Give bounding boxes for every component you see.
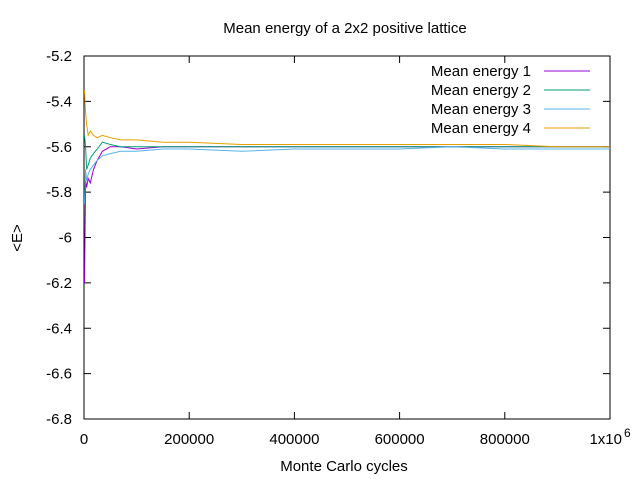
x-tick-label: 200000 <box>164 431 214 448</box>
legend: Mean energy 1 Mean energy 2 Mean energy 3 M… <box>431 63 590 137</box>
y-tick-label: -5.6 <box>46 139 72 156</box>
y-axis: -5.2 -5.4 -5.6 -5.8 -6 -6.2 -6.4 -6.6 -6.8 <box>46 48 610 428</box>
x-tick-label: 1x10 <box>589 431 622 448</box>
legend-label: Mean energy 1 <box>431 63 531 80</box>
series-line-4 <box>84 89 610 148</box>
y-tick-label: -6 <box>59 230 72 247</box>
series-line-3 <box>84 146 610 204</box>
series-line-2 <box>84 135 610 170</box>
legend-label: Mean energy 2 <box>431 82 531 99</box>
legend-label: Mean energy 3 <box>431 101 531 118</box>
y-tick-label: -6.2 <box>46 275 72 292</box>
x-tick-label: 600000 <box>375 431 425 448</box>
chart-title: Mean energy of a 2x2 positive lattice <box>223 20 466 37</box>
plot-frame <box>83 55 611 420</box>
legend-label: Mean energy 4 <box>431 120 531 137</box>
y-tick-label: -6.8 <box>46 411 72 428</box>
y-tick-label: -6.6 <box>46 366 72 383</box>
x-tick-exponent: 6 <box>624 426 631 440</box>
x-tick-label: 0 <box>80 431 88 448</box>
x-axis-label: Monte Carlo cycles <box>280 458 408 475</box>
y-tick-label: -5.8 <box>46 184 72 201</box>
y-tick-label: -6.4 <box>46 320 72 337</box>
x-tick-label: 400000 <box>269 431 319 448</box>
y-axis-label: <E> <box>9 224 26 252</box>
x-axis: 0 200000 400000 600000 800000 1x10 <box>80 56 622 448</box>
series-lines <box>84 89 610 283</box>
x-tick-label: 800000 <box>480 431 530 448</box>
series-line-1 <box>84 146 610 283</box>
y-tick-label: -5.4 <box>46 93 72 110</box>
y-tick-label: -5.2 <box>46 48 72 65</box>
